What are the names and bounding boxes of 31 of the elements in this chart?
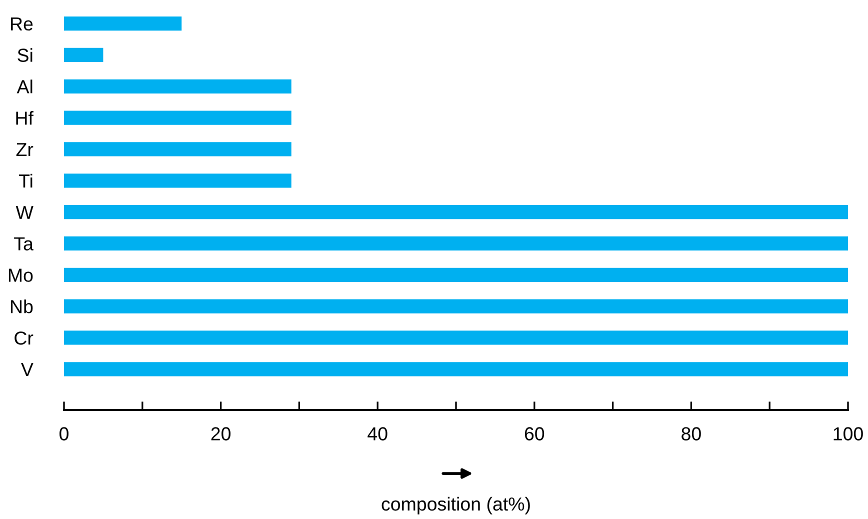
bar (64, 16, 182, 31)
x-tick-label: 80 (682, 427, 701, 440)
bar (64, 110, 292, 125)
y-tick-label: Cr (14, 331, 34, 345)
bar (64, 299, 848, 314)
bar (64, 236, 848, 251)
y-tick-label: Zr (16, 143, 34, 156)
y-tick-label: Hf (16, 111, 34, 125)
y-tick-label: Al (16, 80, 32, 94)
y-tick-label: Ti (18, 174, 32, 188)
x-tick-label: 100 (834, 427, 863, 440)
bar (64, 79, 292, 94)
bar (64, 142, 292, 156)
bar (64, 205, 848, 220)
y-tick-label: Si (18, 48, 32, 62)
y-tick-label: Re (11, 17, 33, 31)
x-tick-label: 60 (524, 427, 544, 440)
bar (64, 268, 848, 282)
bar (64, 174, 292, 188)
y-tick-label: Nb (11, 300, 33, 314)
y-tick-label: Mo (8, 268, 33, 282)
bar (64, 330, 848, 345)
bar (64, 362, 848, 376)
y-tick-label: Ta (14, 237, 34, 250)
x-tick-label: 20 (211, 427, 230, 440)
y-tick-label: W (16, 206, 34, 219)
x-tick-label: 40 (368, 427, 388, 440)
x-tick-label: 0 (60, 427, 68, 440)
x-axis-title: composition (at%) (382, 496, 530, 514)
bar (64, 48, 104, 62)
y-tick-label: V (21, 363, 34, 376)
